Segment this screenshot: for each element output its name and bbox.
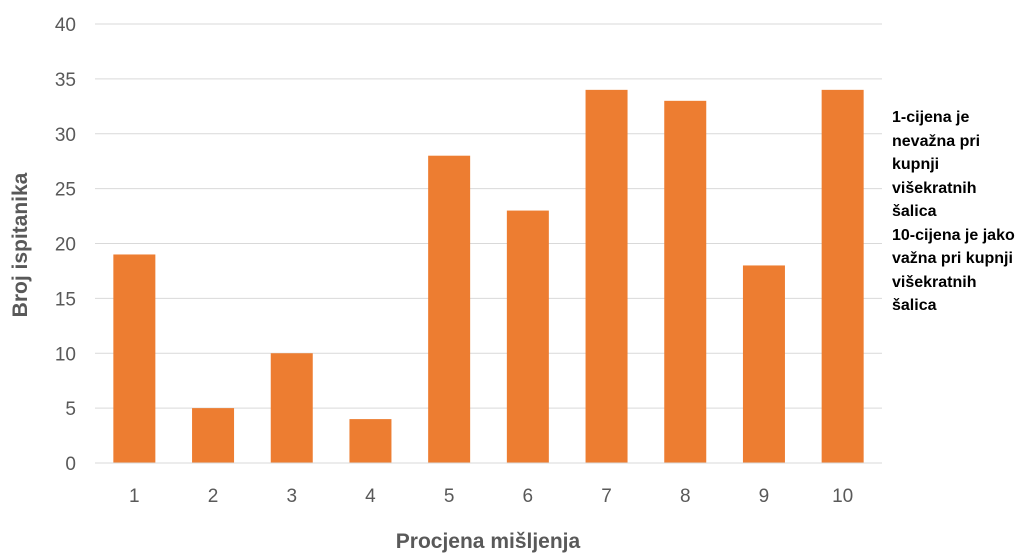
bars xyxy=(113,89,864,463)
y-tick-label: 5 xyxy=(65,399,76,420)
bar-9 xyxy=(742,265,785,463)
x-tick-label: 1 xyxy=(129,486,140,507)
y-tick-label: 40 xyxy=(55,15,76,36)
bar-10 xyxy=(821,89,864,463)
x-axis-title: Procjena mišljenja xyxy=(396,530,581,553)
bar-2 xyxy=(192,408,235,463)
y-tick-label: 25 xyxy=(55,180,76,201)
x-tick-label: 9 xyxy=(759,486,770,507)
y-tick-label: 10 xyxy=(55,344,76,365)
chart-annotation: 1-cijena je nevažna pri kupnji višekratn… xyxy=(892,106,1016,318)
bar-7 xyxy=(585,89,628,463)
x-tick-label: 5 xyxy=(444,486,455,507)
y-axis-tick-labels: 0 5 10 15 20 25 30 35 40 xyxy=(55,15,76,475)
bar-6 xyxy=(506,210,549,463)
bar-4 xyxy=(349,419,392,463)
y-tick-label: 15 xyxy=(55,289,76,310)
annotation-scale-min: 1-cijena je nevažna pri kupnji višekratn… xyxy=(892,109,981,220)
bar-3 xyxy=(270,353,313,463)
y-axis-title: Broj ispitanika xyxy=(9,172,32,317)
x-axis-tick-labels: 1 2 3 4 5 6 7 8 9 10 xyxy=(129,486,853,507)
y-tick-label: 0 xyxy=(65,454,76,475)
annotation-scale-max: 10-cijena je jako važna pri kupnji višek… xyxy=(892,226,1015,315)
bar-8 xyxy=(664,100,707,463)
x-tick-label: 8 xyxy=(680,486,691,507)
bar-5 xyxy=(428,155,471,463)
y-tick-label: 20 xyxy=(55,235,76,256)
y-tick-label: 30 xyxy=(55,125,76,146)
x-tick-label: 6 xyxy=(523,486,534,507)
x-tick-label: 4 xyxy=(365,486,376,507)
x-tick-label: 10 xyxy=(832,486,853,507)
bar-1 xyxy=(113,254,156,463)
x-tick-label: 7 xyxy=(601,486,612,507)
gridlines xyxy=(95,23,882,409)
x-tick-label: 2 xyxy=(208,486,219,507)
x-tick-label: 3 xyxy=(286,486,297,507)
y-tick-label: 35 xyxy=(55,70,76,91)
